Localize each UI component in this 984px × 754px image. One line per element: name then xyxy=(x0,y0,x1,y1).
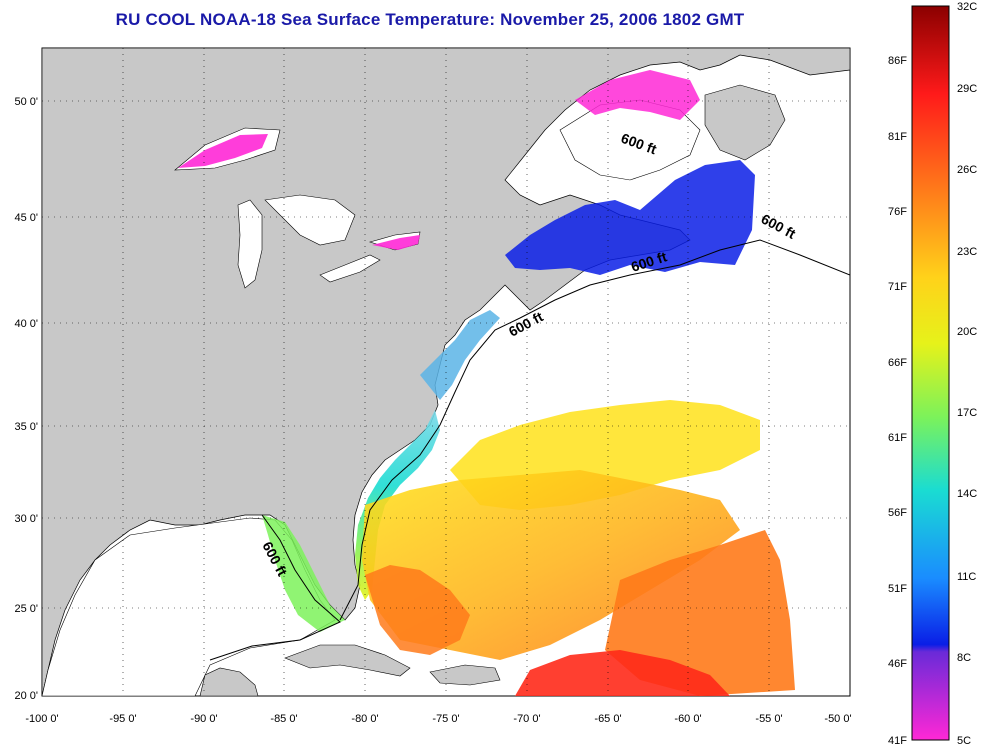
lat-tick: 40 0' xyxy=(14,318,38,330)
cb-c-label: 8C xyxy=(957,652,971,664)
sst-lake-cold xyxy=(372,235,420,250)
cb-f-label: 51F xyxy=(888,583,907,595)
cb-f-label: 66F xyxy=(888,357,907,369)
cb-f-label: 71F xyxy=(888,281,907,293)
cb-f-label: 81F xyxy=(888,131,907,143)
cb-f-label: 61F xyxy=(888,432,907,444)
sst-great-lakes-cold xyxy=(178,134,268,168)
lon-tick: -85 0' xyxy=(270,713,297,725)
lake-michigan xyxy=(237,199,263,289)
sst-south-red xyxy=(515,650,730,696)
colorbar-f-labels: 86F 81F 76F 71F 66F 61F 56F 51F 46F 41F xyxy=(888,55,907,747)
cb-c-label: 14C xyxy=(957,488,977,500)
sst-coastal-band xyxy=(355,410,440,600)
land-yucatan xyxy=(199,667,259,696)
lon-tick: -90 0' xyxy=(190,713,217,725)
cb-c-label: 5C xyxy=(957,735,971,747)
isobath-600ft-east xyxy=(339,239,850,621)
lat-tick: 45 0' xyxy=(14,212,38,224)
lake-erie xyxy=(319,254,381,283)
cb-c-label: 20C xyxy=(957,326,977,338)
cb-c-label: 23C xyxy=(957,246,977,258)
lon-tick: -50 0' xyxy=(824,713,851,725)
lat-tick: 20 0' xyxy=(14,690,38,702)
lon-tick: -65 0' xyxy=(594,713,621,725)
isobath-600ft xyxy=(209,514,341,661)
sst-bahamas-orange xyxy=(365,565,470,655)
cb-c-label: 11C xyxy=(957,571,976,583)
cb-f-label: 46F xyxy=(888,658,907,670)
lon-tick: -80 0' xyxy=(351,713,378,725)
lon-tick: -55 0' xyxy=(755,713,782,725)
cb-f-label: 56F xyxy=(888,507,907,519)
sst-stlawrence-cold xyxy=(575,70,700,120)
lon-tick: -100 0' xyxy=(25,713,58,725)
land-hispaniola xyxy=(429,664,501,686)
colorbar-c-labels: 32C 29C 26C 23C 20C 17C 14C 11C 8C 5C xyxy=(957,1,977,747)
map-title: RU COOL NOAA-18 Sea Surface Temperature:… xyxy=(115,10,745,29)
lon-axis: -100 0' -95 0' -90 0' -85 0' -80 0' -75 … xyxy=(25,713,851,725)
graticule xyxy=(42,48,850,696)
cb-c-label: 17C xyxy=(957,407,977,419)
cb-c-label: 26C xyxy=(957,164,977,176)
cb-c-label: 29C xyxy=(957,83,977,95)
cb-f-label: 76F xyxy=(888,206,907,218)
lon-tick: -60 0' xyxy=(674,713,701,725)
lon-tick: -70 0' xyxy=(513,713,540,725)
lat-tick: 50 0' xyxy=(14,96,38,108)
lat-tick: 25 0' xyxy=(14,603,38,615)
cb-c-label: 32C xyxy=(957,1,977,13)
colorbar xyxy=(911,5,950,741)
lon-tick: -75 0' xyxy=(432,713,459,725)
sst-gulf-maine-blue xyxy=(505,160,755,275)
cb-f-label: 86F xyxy=(888,55,907,67)
cb-f-label: 41F xyxy=(888,735,907,747)
lake-huron xyxy=(264,194,356,246)
sst-florida-west xyxy=(262,515,345,632)
lat-axis: 50 0' 45 0' 40 0' 35 0' 30 0' 25 0' 20 0… xyxy=(14,96,38,702)
lat-tick: 35 0' xyxy=(14,421,38,433)
lat-tick: 30 0' xyxy=(14,513,38,525)
lon-tick: -95 0' xyxy=(109,713,136,725)
sst-shelf-cyan xyxy=(420,310,500,400)
land-cuba xyxy=(284,644,411,677)
land-newfoundland xyxy=(704,84,786,161)
sst-southeast-orange xyxy=(605,530,795,696)
